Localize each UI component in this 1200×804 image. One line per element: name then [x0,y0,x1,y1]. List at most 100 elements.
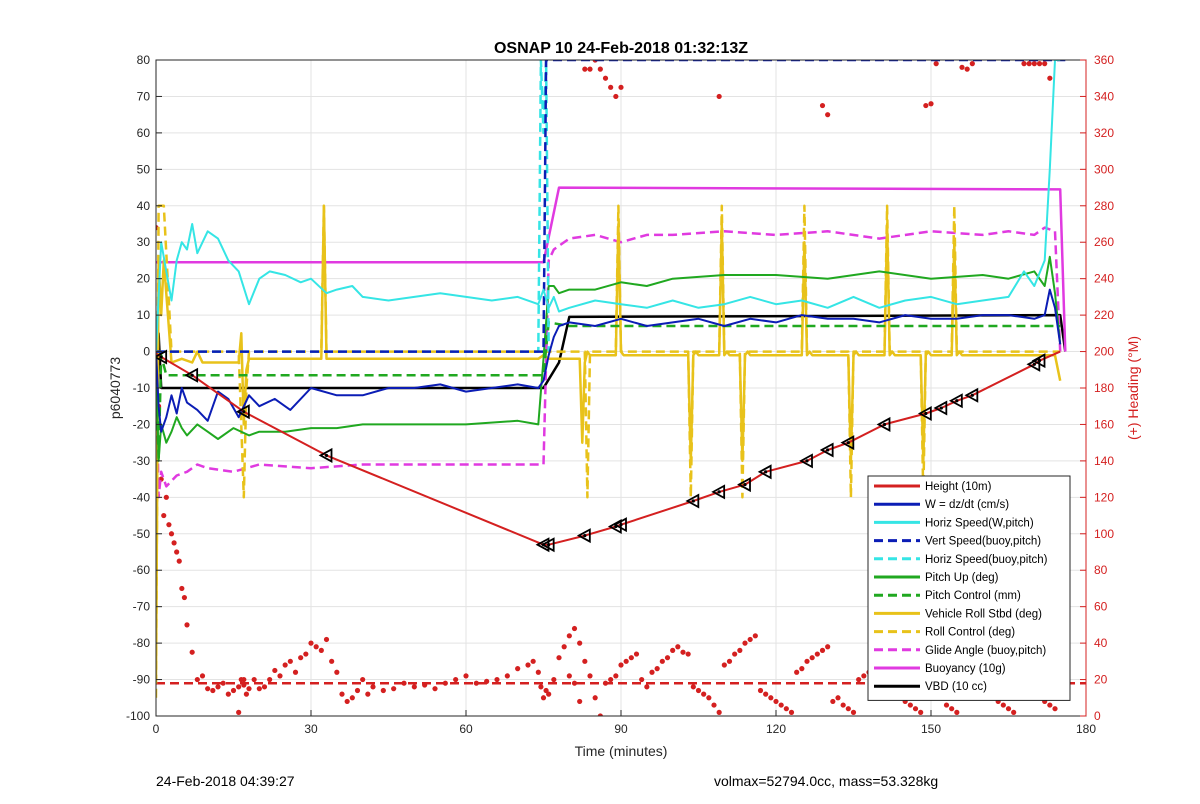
heading-point [199,673,206,679]
height-marker [948,393,963,409]
series-line-11 [156,186,1067,352]
heading-point [243,691,250,697]
heading-point [401,680,407,686]
heading-point [587,673,593,679]
x-tick-label: 30 [304,722,318,736]
heading-point [907,702,913,708]
height-marker-dot [955,399,959,403]
y-tick-label: -70 [133,600,151,614]
y-tick-label: -10 [133,381,151,395]
heading-point [954,709,960,715]
height-marker-dot [583,534,587,538]
series-line-10 [156,226,1062,499]
heading-point [1042,61,1048,67]
heading-point [778,702,784,708]
series-line-4 [156,60,1066,353]
heading-point [716,93,722,100]
heading-point [308,640,314,646]
heading-point [220,680,226,686]
y-tick-label: -90 [133,673,151,687]
heading-point [303,651,309,657]
heading-point [912,706,919,712]
height-marker [1031,353,1046,369]
heading-point [473,680,479,686]
heading-point [773,698,779,705]
heading-point [923,102,929,109]
series-line-2 [156,288,1062,433]
heading-point [168,531,175,537]
x-axis-label: Time (minutes) [575,743,668,759]
height-marker-dot [939,406,943,410]
heading-point [918,709,924,715]
legend-label: W = dz/dt (cm/s) [925,499,1009,511]
y-tick-label: 40 [137,199,151,213]
heading-point [825,112,831,118]
heading-point [344,698,350,705]
heading-point [246,686,252,692]
heading-point [639,676,645,683]
heading-point [670,647,676,654]
height-marker-dot [547,543,551,547]
y2-tick-label: 20 [1094,673,1108,687]
y2-tick-label: 260 [1094,235,1114,249]
heading-point [783,706,789,712]
heading-point [1047,75,1053,81]
heading-point [1000,702,1006,708]
heading-point [933,61,939,67]
heading-point [1011,709,1017,715]
y-tick-label: 70 [137,89,151,103]
heading-point [763,691,769,697]
heading-point [582,66,588,72]
heading-point [313,644,319,650]
y-tick-label: -100 [126,709,150,723]
footer-stats: volmax=52794.0cc, mass=53.328kg [714,773,939,789]
y2-tick-label: 80 [1094,563,1108,577]
heading-point [571,625,578,632]
y2-tick-label: 240 [1094,272,1114,286]
height-marker [156,349,168,365]
heading-point [695,687,702,694]
heading-point [453,676,459,683]
y2-tick-label: 280 [1094,199,1114,213]
height-marker [799,453,813,469]
heading-point [349,695,355,701]
heading-point [287,658,293,664]
height-marker-dot [970,393,974,397]
heading-point [726,658,733,664]
axis-ticks: 0 30 60 90 120 150 180-100-90-80-70-60-50-40-3… [126,53,1114,736]
height-marker-dot [717,490,721,494]
height-marker [685,493,700,509]
y-tick-label: 80 [137,53,151,67]
heading-point [176,558,182,564]
x-tick-label: 90 [614,722,628,736]
y2-tick-label: 40 [1094,636,1108,650]
heading-point [566,673,572,679]
heading-point [659,658,665,664]
y2-tick-label: 60 [1094,600,1108,614]
heading-point [566,633,572,639]
heading-point [318,647,324,654]
x-tick-label: 180 [1076,722,1096,736]
heading-point [329,658,335,664]
heading-point [587,66,593,72]
heading-point [354,687,361,694]
heading-point [861,673,867,679]
height-marker-dot [1032,362,1036,366]
heading-point [969,61,975,67]
heading-point [236,684,242,690]
legend-label: Glide Angle (buoy,pitch) [925,645,1046,657]
legend-label: Pitch Control (mm) [925,590,1021,602]
heading-point [241,676,247,683]
heading-point [194,676,200,683]
x-tick-label: 150 [921,722,941,736]
heading-point [964,66,970,72]
y-tick-label: 20 [137,272,151,286]
heading-point [163,494,169,500]
heading-point [819,102,826,109]
heading-point [189,649,195,655]
y2-tick-label: 320 [1094,126,1114,140]
heading-point [334,669,340,675]
heading-point [380,687,386,694]
y2-tick-label: 340 [1094,89,1114,103]
y-tick-label: -40 [133,490,151,504]
